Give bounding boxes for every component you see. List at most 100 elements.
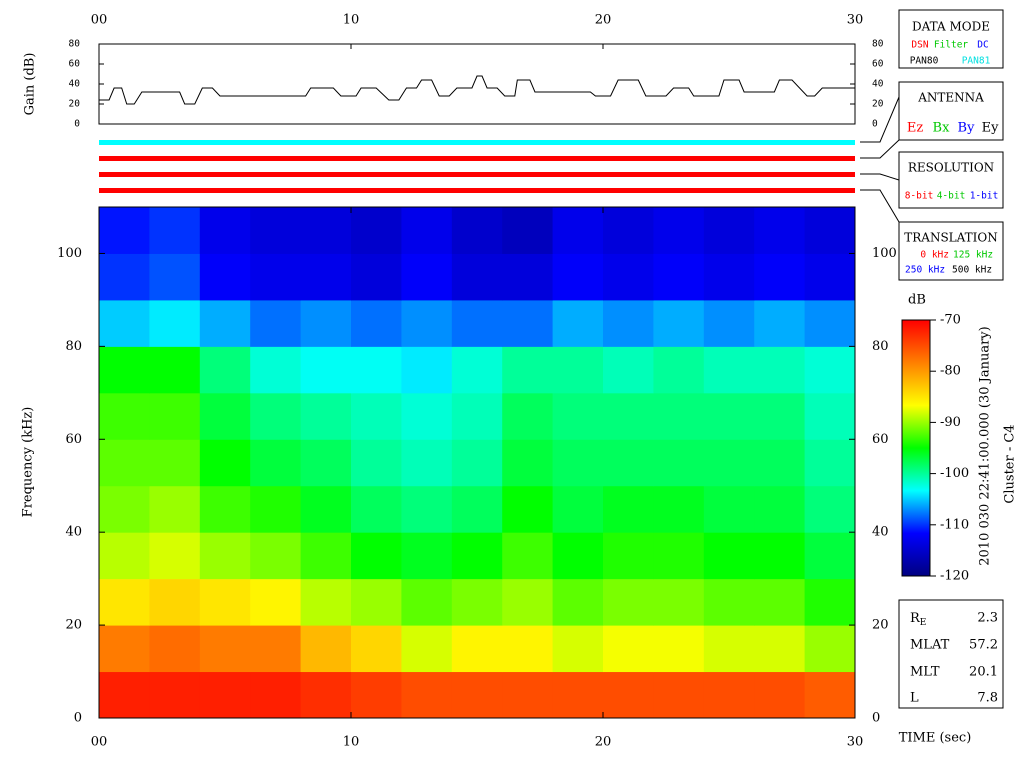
info-box <box>898 599 1004 709</box>
heatmap-cell <box>603 485 654 533</box>
mode-item: DSN <box>911 40 928 51</box>
arrow <box>860 96 900 143</box>
x-tick-label: 10 <box>343 735 360 750</box>
heatmap-cell <box>552 207 604 254</box>
heatmap-cell <box>99 671 150 719</box>
info-value: 2.3 <box>977 611 998 626</box>
caption: 2010 030 22:41:00.000 (30 January) <box>978 326 993 565</box>
heatmap-cell <box>199 299 251 347</box>
heatmap-cell <box>552 346 604 394</box>
heatmap-cell <box>703 578 755 626</box>
heatmap-cell <box>250 253 302 301</box>
status-bar <box>99 188 855 193</box>
box-title: RESOLUTION <box>908 161 994 175</box>
heatmap-cell <box>99 346 150 394</box>
heatmap-cell <box>199 392 251 440</box>
info-value: 7.8 <box>977 691 998 706</box>
data-mode-box <box>898 9 1004 69</box>
resolution-item: 1-bit <box>970 191 999 202</box>
plot-frame <box>98 206 856 719</box>
heatmap-cell <box>401 392 453 440</box>
heatmap-cell <box>653 299 705 347</box>
heatmap-cell <box>401 439 453 487</box>
heatmap-cell <box>754 299 806 347</box>
heatmap-cell <box>451 439 503 487</box>
resolution-box <box>898 151 1004 209</box>
translation-item: 125 kHz <box>953 250 993 261</box>
arrow <box>860 189 900 223</box>
heatmap-cell <box>502 532 554 580</box>
heatmap-cell <box>300 439 352 487</box>
heatmap-cell <box>451 253 503 301</box>
heatmap-cell <box>149 346 201 394</box>
x-tick-label: 20 <box>595 735 612 750</box>
heatmap-cell <box>502 253 554 301</box>
status-bar <box>99 140 855 145</box>
heatmap-cell <box>250 578 302 626</box>
heatmap-cell <box>250 625 302 673</box>
y-tick-label: 60 <box>872 59 884 70</box>
heatmap-cell <box>99 485 150 533</box>
x-tick-label: 00 <box>91 13 108 28</box>
heatmap-cell <box>703 439 755 487</box>
heatmap-cell <box>401 671 453 719</box>
info-label-sub: E <box>920 618 927 628</box>
heatmap-cell <box>451 578 503 626</box>
y-tick-label: 80 <box>65 339 82 354</box>
heatmap-cell <box>754 439 806 487</box>
y-tick-label: 20 <box>65 618 82 633</box>
info-label: MLT <box>910 665 940 680</box>
heatmap-cell <box>351 625 402 673</box>
x-tick-label: 30 <box>847 735 864 750</box>
heatmap-cell <box>149 207 201 254</box>
x-tick-label: 00 <box>91 735 108 750</box>
heatmap-cell <box>351 578 402 626</box>
heatmap-cell <box>250 207 302 254</box>
heatmap-cell <box>804 253 856 301</box>
heatmap-cell <box>754 671 806 719</box>
translation-box <box>898 221 1004 281</box>
heatmap-cell <box>703 253 755 301</box>
y-tick-label: 100 <box>57 246 82 261</box>
y-axis-label: Gain (dB) <box>23 53 38 116</box>
heatmap-cell <box>250 671 302 719</box>
heatmap-cell <box>552 392 604 440</box>
heatmap-cell <box>603 532 654 580</box>
heatmap-cell <box>603 346 654 394</box>
heatmap-cell <box>703 392 755 440</box>
heatmap-cell <box>603 671 654 719</box>
heatmap-cell <box>300 253 352 301</box>
y-tick-label: 100 <box>872 246 897 261</box>
heatmap-cell <box>401 299 453 347</box>
heatmap-cell <box>149 299 201 347</box>
info-value: 57.2 <box>969 638 998 653</box>
y-tick-label: 40 <box>65 525 82 540</box>
heatmap-cell <box>804 299 856 347</box>
heatmap-cell <box>703 346 755 394</box>
heatmap-cell <box>502 346 554 394</box>
heatmap-cell <box>351 392 402 440</box>
heatmap-cell <box>351 253 402 301</box>
heatmap-cell <box>99 625 150 673</box>
heatmap-cell <box>603 207 654 254</box>
heatmap-cell <box>300 392 352 440</box>
heatmap-cell <box>149 392 201 440</box>
caption: Cluster - C4 <box>1003 424 1018 503</box>
heatmap-cell <box>703 299 755 347</box>
heatmap-cell <box>754 207 806 254</box>
resolution-item: 8-bit <box>905 191 934 202</box>
y-tick-label: 60 <box>872 432 889 447</box>
heatmap-cell <box>603 439 654 487</box>
colorbar-tick-label: -90 <box>940 415 961 430</box>
x-tick-label: 20 <box>595 13 612 28</box>
resolution-item: 4-bit <box>937 191 966 202</box>
heatmap-cell <box>804 671 856 719</box>
heatmap-cell <box>300 532 352 580</box>
y-tick-label: 40 <box>69 79 81 90</box>
heatmap-cell <box>250 439 302 487</box>
heatmap-cell <box>754 532 806 580</box>
antenna-item: Ey <box>982 121 999 136</box>
heatmap-cell <box>401 253 453 301</box>
